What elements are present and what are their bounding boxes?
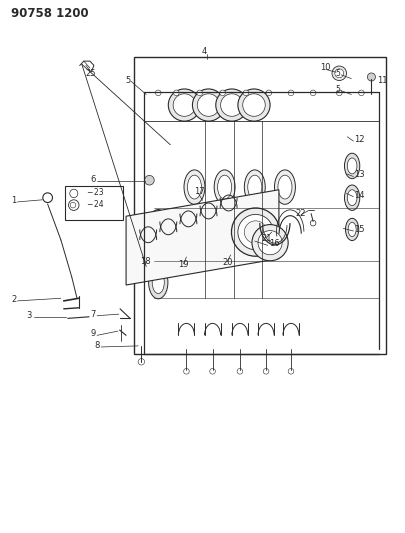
Text: 5: 5: [335, 85, 340, 94]
Circle shape: [243, 94, 265, 116]
Text: 6: 6: [91, 175, 96, 184]
Text: 1: 1: [11, 196, 17, 205]
Text: 13: 13: [354, 171, 365, 180]
Text: 16: 16: [269, 239, 279, 248]
Text: 10: 10: [320, 63, 331, 72]
Ellipse shape: [244, 170, 265, 204]
Circle shape: [173, 90, 179, 96]
Circle shape: [156, 90, 161, 96]
Circle shape: [145, 175, 154, 185]
Ellipse shape: [345, 219, 359, 240]
Bar: [134, 58, 386, 354]
Circle shape: [221, 94, 243, 116]
Ellipse shape: [214, 170, 235, 204]
Text: 19: 19: [178, 261, 189, 269]
Circle shape: [183, 368, 189, 374]
Circle shape: [252, 224, 288, 261]
Circle shape: [266, 90, 272, 96]
Text: 21: 21: [262, 234, 272, 243]
Text: 14: 14: [354, 190, 365, 199]
Circle shape: [263, 368, 269, 374]
Circle shape: [244, 221, 267, 244]
Text: 20: 20: [222, 258, 233, 266]
Circle shape: [197, 94, 220, 116]
Circle shape: [238, 214, 273, 250]
Text: 90758 1200: 90758 1200: [11, 7, 89, 20]
Bar: [65, 186, 123, 221]
Text: 15: 15: [354, 225, 365, 234]
Circle shape: [335, 69, 344, 78]
Circle shape: [237, 368, 243, 374]
Circle shape: [288, 90, 294, 96]
Circle shape: [43, 193, 53, 203]
Text: 22: 22: [295, 209, 305, 218]
Text: ─ 24: ─ 24: [87, 200, 103, 209]
Circle shape: [358, 90, 364, 96]
Ellipse shape: [152, 271, 164, 294]
Text: 3: 3: [26, 311, 32, 320]
Text: 17: 17: [194, 187, 204, 196]
Text: 5: 5: [335, 69, 340, 78]
Text: 18: 18: [140, 257, 151, 266]
Text: 7: 7: [91, 310, 96, 319]
Circle shape: [310, 220, 316, 226]
Ellipse shape: [217, 175, 232, 199]
Ellipse shape: [347, 158, 357, 174]
Circle shape: [332, 66, 347, 80]
Circle shape: [220, 90, 226, 96]
Text: 8: 8: [95, 341, 100, 350]
Circle shape: [232, 208, 280, 256]
Ellipse shape: [248, 175, 262, 199]
Text: ─ 23: ─ 23: [87, 188, 103, 197]
Circle shape: [216, 89, 248, 121]
Circle shape: [288, 368, 294, 374]
Ellipse shape: [347, 190, 357, 206]
Text: 9: 9: [91, 329, 96, 338]
Circle shape: [367, 73, 375, 81]
Circle shape: [210, 368, 215, 374]
Circle shape: [337, 90, 342, 96]
Circle shape: [168, 89, 200, 121]
Ellipse shape: [345, 153, 360, 179]
Circle shape: [173, 94, 196, 116]
Text: 12: 12: [354, 135, 365, 144]
Circle shape: [138, 359, 145, 365]
Ellipse shape: [149, 266, 168, 299]
Text: 2: 2: [11, 295, 17, 304]
Text: 11: 11: [377, 76, 387, 85]
Circle shape: [310, 90, 316, 96]
Circle shape: [243, 90, 249, 96]
Text: 5: 5: [125, 76, 130, 85]
Ellipse shape: [275, 170, 295, 204]
Circle shape: [192, 89, 225, 121]
Text: 4: 4: [201, 47, 207, 56]
Ellipse shape: [188, 175, 202, 199]
Ellipse shape: [348, 222, 356, 237]
Circle shape: [258, 231, 282, 255]
Ellipse shape: [184, 170, 205, 204]
Ellipse shape: [147, 209, 169, 249]
Polygon shape: [126, 190, 279, 285]
Circle shape: [238, 89, 270, 121]
Text: 25: 25: [85, 69, 96, 78]
Ellipse shape: [151, 216, 166, 243]
Circle shape: [197, 90, 202, 96]
Ellipse shape: [278, 175, 292, 199]
Ellipse shape: [345, 185, 360, 211]
